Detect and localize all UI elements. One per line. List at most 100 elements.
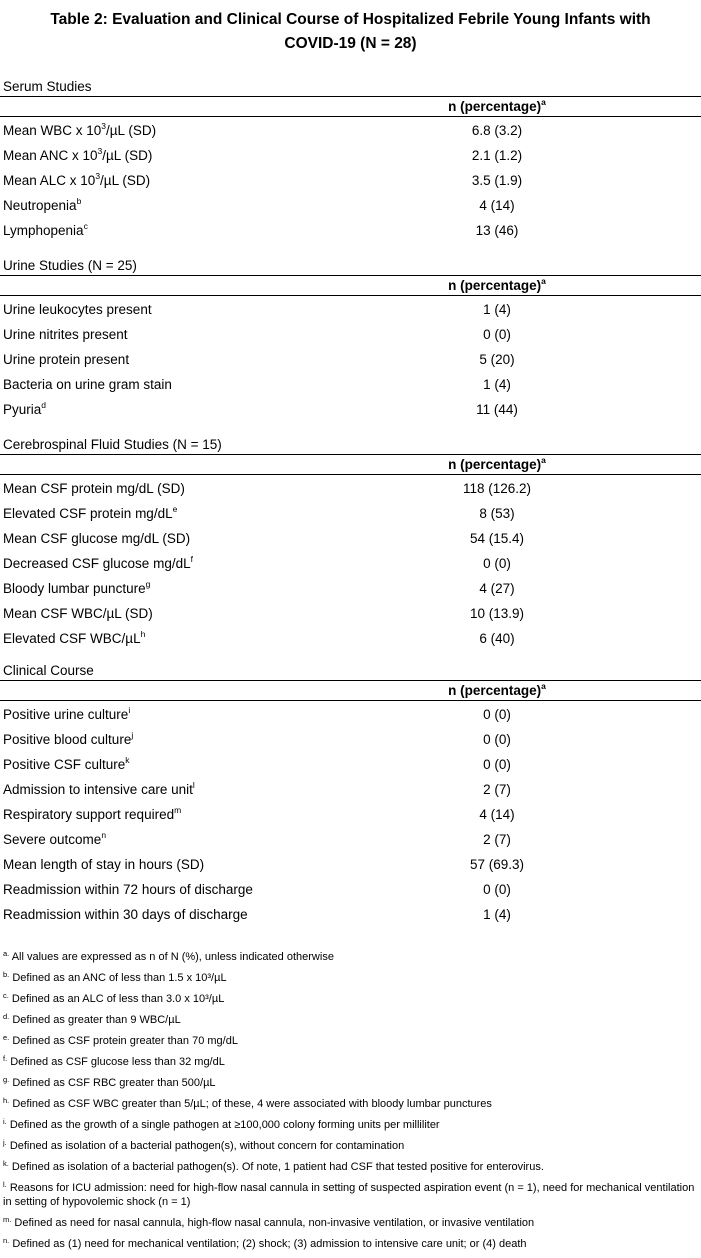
footnote: g. Defined as CSF RBC greater than 500/µ… (3, 1076, 698, 1090)
row-value: 118 (126.2) (462, 481, 532, 496)
footnote-mark: e. (3, 1033, 10, 1042)
table-row: Elevated CSF protein mg/dLe 8 (53) (0, 501, 701, 526)
row-label: Severe outcomen (3, 830, 107, 847)
footnote-text: Defined as (1) need for mechanical venti… (12, 1238, 527, 1250)
table-row: Readmission within 72 hours of discharge… (0, 877, 701, 902)
footnote-mark: l. (3, 1180, 7, 1189)
row-label-superscript: d (41, 400, 46, 410)
column-header-rule (0, 474, 701, 475)
row-value: 0 (0) (483, 757, 511, 772)
footnote-text: Defined as CSF glucose less than 32 mg/d… (10, 1056, 225, 1068)
table-title: Table 2: Evaluation and Clinical Course … (0, 8, 701, 56)
row-value: 2 (7) (483, 832, 511, 847)
table-row: Neutropeniab 4 (14) (0, 193, 701, 218)
table-row: Respiratory support requiredm 4 (14) (0, 802, 701, 827)
row-value: 1 (4) (483, 302, 511, 317)
footnote-text: Defined as the growth of a single pathog… (9, 1119, 440, 1131)
footnote-mark: h. (3, 1096, 10, 1105)
footnote-mark: c. (3, 991, 9, 1000)
footnote-mark: a. (3, 949, 10, 958)
section-rows: Urine leukocytes present 1 (4) Urine nitri… (0, 297, 701, 422)
row-label-superscript: n (101, 830, 107, 840)
row-label: Neutropeniab (3, 196, 82, 213)
footnote: i. Defined as the growth of a single pat… (3, 1118, 698, 1132)
row-label-superscript: c (83, 221, 88, 231)
row-value: 3.5 (1.9) (471, 173, 523, 188)
footnote-mark: f. (3, 1054, 8, 1063)
column-header-rule (0, 295, 701, 296)
section-title: Urine Studies (N = 25) (3, 258, 137, 273)
section-top-rule (0, 96, 701, 97)
table-row: Urine nitrites present 0 (0) (0, 322, 701, 347)
row-label: Mean ALC x 103/µL (SD) (3, 171, 151, 188)
row-label-superscript: 3 (101, 121, 107, 131)
footnote-mark: n. (3, 1236, 10, 1245)
footnote: d. Defined as greater than 9 WBC/µL (3, 1013, 698, 1027)
section-top-rule (0, 680, 701, 681)
footnote-mark: m. (3, 1215, 12, 1224)
footnote: l. Reasons for ICU admission: need for h… (3, 1181, 698, 1209)
footnote-text: Defined as need for nasal cannula, high-… (14, 1217, 535, 1229)
footnote-text: Defined as CSF RBC greater than 500/µL (12, 1077, 216, 1089)
row-value: 5 (20) (479, 352, 515, 367)
footnote: h. Defined as CSF WBC greater than 5/µL;… (3, 1097, 698, 1111)
table-row: Positive blood culturej 0 (0) (0, 727, 701, 752)
table-row: Readmission within 30 days of discharge 1… (0, 902, 701, 927)
row-label-superscript: b (76, 196, 82, 206)
row-label: Readmission within 30 days of discharge (3, 907, 248, 922)
section-title: Serum Studies (3, 79, 92, 94)
row-label: Respiratory support requiredm (3, 805, 182, 822)
footnote: f. Defined as CSF glucose less than 32 m… (3, 1055, 698, 1069)
footnote-text: All values are expressed as n of N (%), … (11, 951, 334, 963)
row-label: Urine nitrites present (3, 327, 128, 342)
footnote: b. Defined as an ANC of less than 1.5 x … (3, 971, 698, 985)
table-row: Bacteria on urine gram stain 1 (4) (0, 372, 701, 397)
row-label-superscript: e (172, 504, 178, 514)
table-row: Positive CSF culturek 0 (0) (0, 752, 701, 777)
row-label: Elevated CSF protein mg/dLe (3, 504, 178, 521)
row-label-superscript: i (128, 705, 131, 715)
row-value: 13 (46) (475, 223, 519, 238)
footnote: a. All values are expressed as n of N (%… (3, 950, 698, 964)
column-header-rule (0, 700, 701, 701)
row-value: 8 (53) (479, 506, 515, 521)
table-row: Severe outcomen 2 (7) (0, 827, 701, 852)
row-value: 1 (4) (483, 377, 511, 392)
row-label: Urine leukocytes present (3, 302, 152, 317)
row-value: 6 (40) (479, 631, 515, 646)
column-header: n (percentage)a (448, 97, 546, 114)
row-value: 1 (4) (483, 907, 511, 922)
footnote: c. Defined as an ALC of less than 3.0 x … (3, 992, 698, 1006)
table-row: Decreased CSF glucose mg/dLf 0 (0) (0, 551, 701, 576)
row-value: 0 (0) (483, 556, 511, 571)
footnote-text: Reasons for ICU admission: need for high… (3, 1182, 695, 1208)
row-label-superscript: k (125, 755, 130, 765)
row-value: 2.1 (1.2) (471, 148, 523, 163)
column-header: n (percentage)a (448, 681, 546, 698)
footnote: n. Defined as (1) need for mechanical ve… (3, 1237, 698, 1251)
row-label-superscript: h (140, 629, 146, 639)
row-label: Decreased CSF glucose mg/dLf (3, 554, 193, 571)
row-label: Mean WBC x 103/µL (SD) (3, 121, 157, 138)
row-label: Positive CSF culturek (3, 755, 130, 772)
row-label: Lymphopeniac (3, 221, 88, 238)
table-row: Mean CSF WBC/µL (SD) 10 (13.9) (0, 601, 701, 626)
row-label-superscript: 3 (97, 146, 103, 156)
table-row: Lymphopeniac 13 (46) (0, 218, 701, 243)
column-header-rule (0, 116, 701, 117)
row-value: 11 (44) (476, 402, 518, 417)
footnote-text: Defined as an ALC of less than 3.0 x 10³… (11, 993, 225, 1005)
row-value: 57 (69.3) (469, 857, 525, 872)
footnote-mark: d. (3, 1012, 10, 1021)
table-row: Mean ALC x 103/µL (SD) 3.5 (1.9) (0, 168, 701, 193)
row-label: Pyuriad (3, 400, 46, 417)
table-row: Bloody lumbar punctureg 4 (27) (0, 576, 701, 601)
footnote-text: Defined as CSF protein greater than 70 m… (12, 1035, 238, 1047)
table-row: Mean ANC x 103/µL (SD) 2.1 (1.2) (0, 143, 701, 168)
footnote: m. Defined as need for nasal cannula, hi… (3, 1216, 698, 1230)
row-value: 0 (0) (483, 707, 511, 722)
footnote-mark: b. (3, 970, 10, 979)
footnote-mark: k. (3, 1159, 9, 1168)
row-label: Elevated CSF WBC/µLh (3, 629, 146, 646)
row-label: Positive blood culturej (3, 730, 134, 747)
